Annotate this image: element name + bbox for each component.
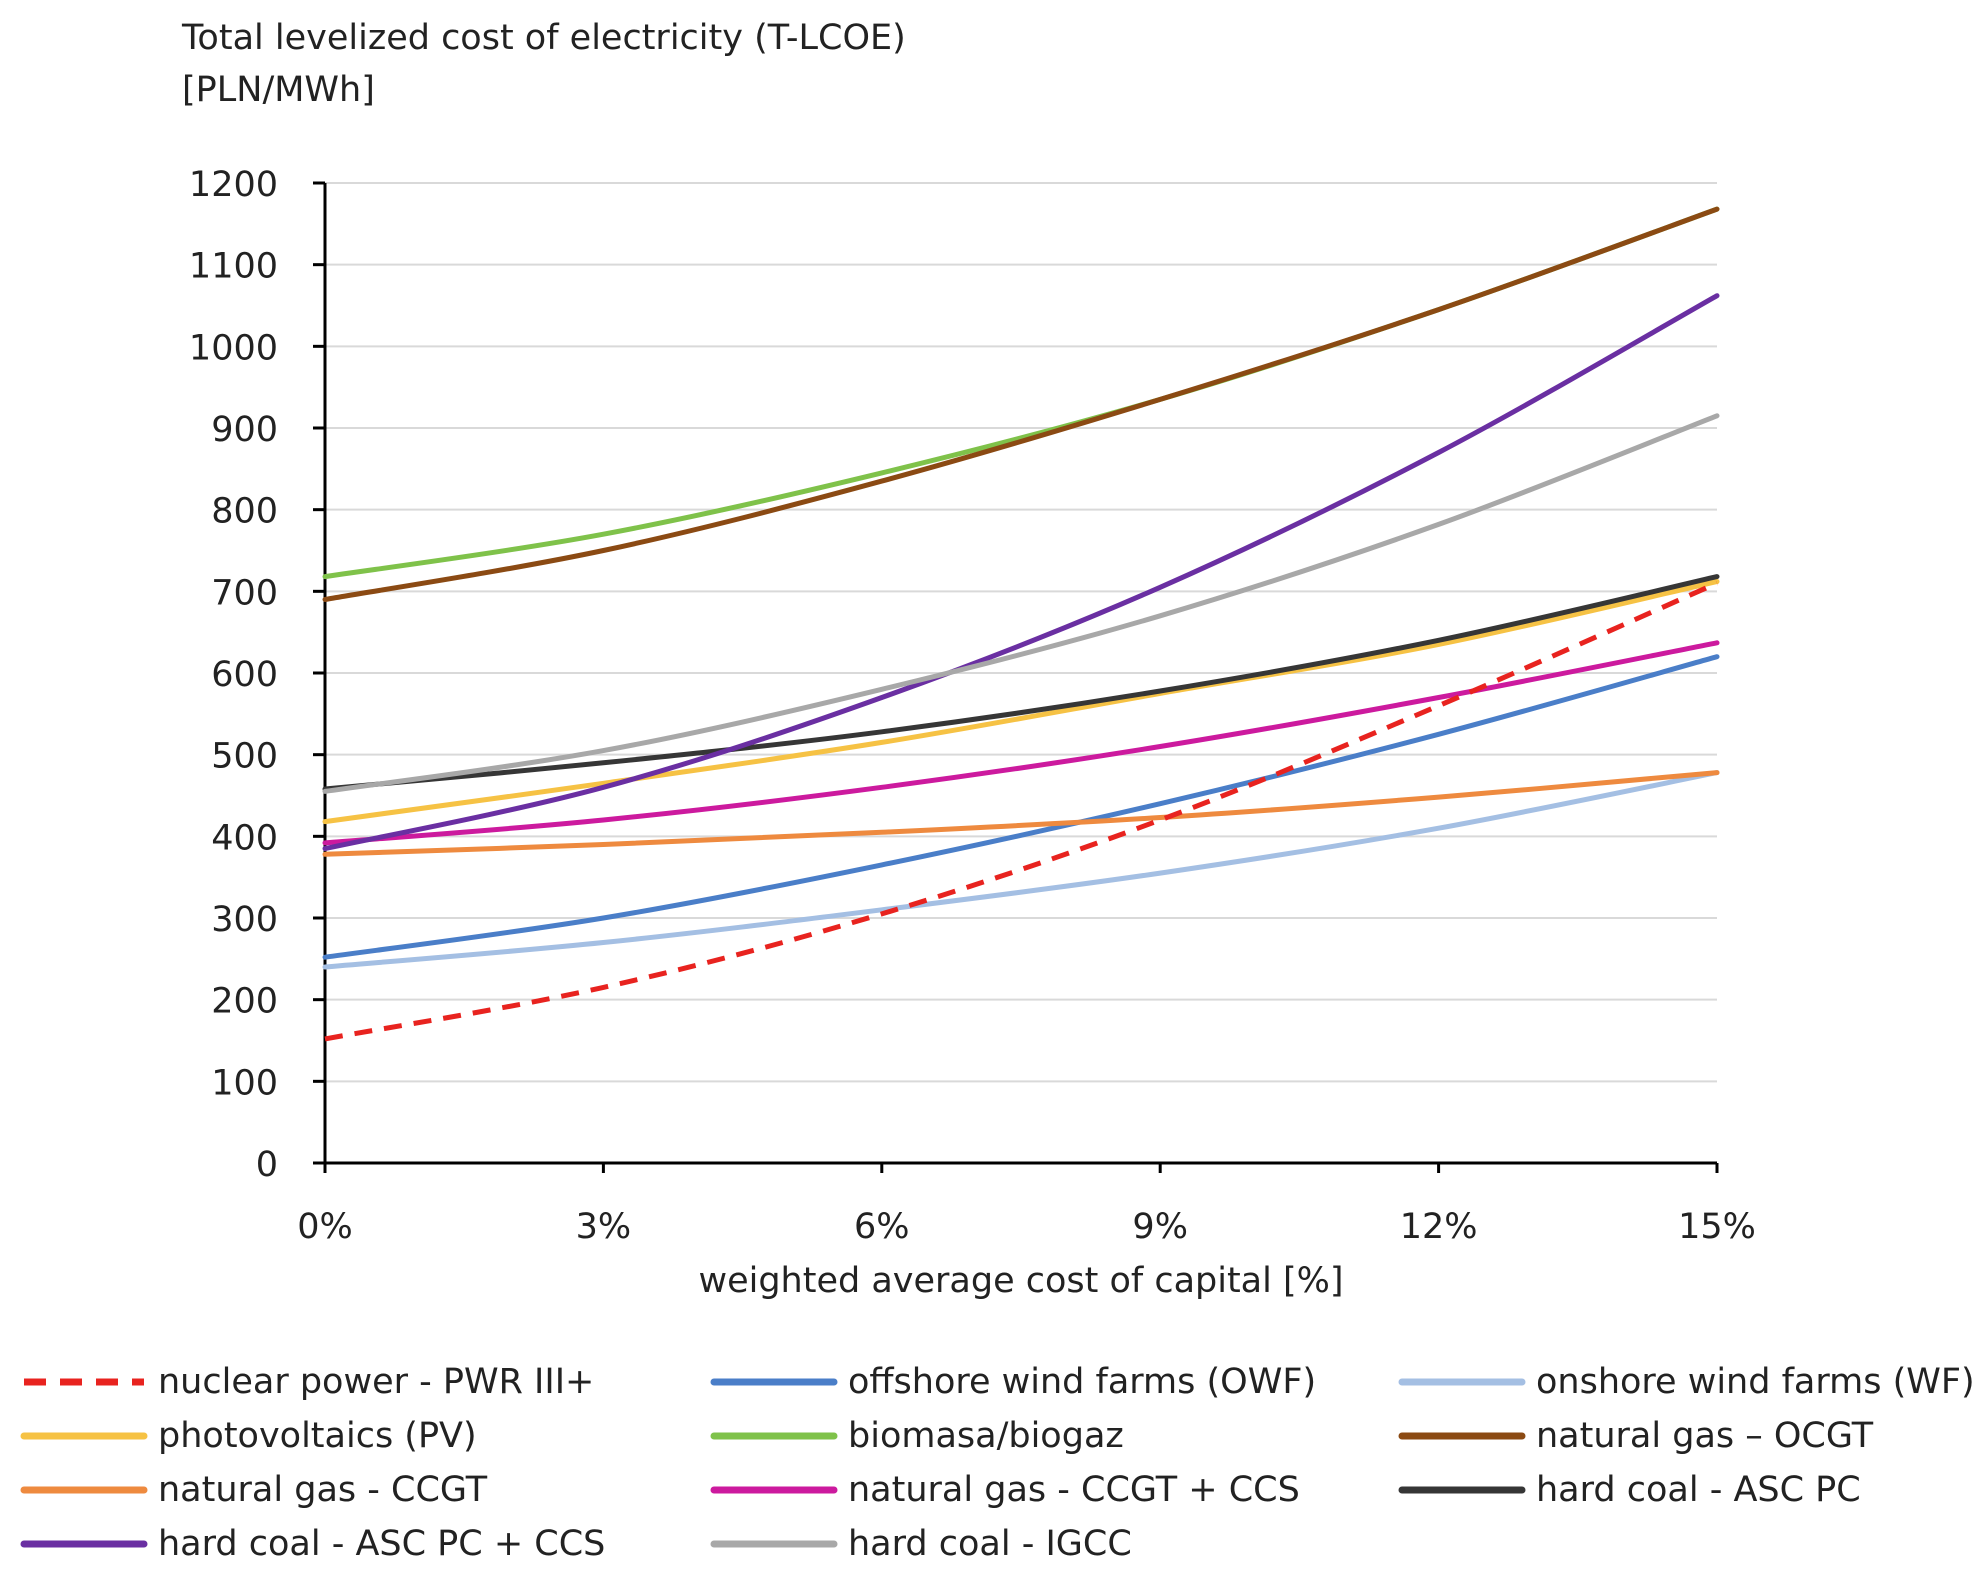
legend-label: hard coal - ASC PC + CCS — [158, 1524, 606, 1564]
legend-label: onshore wind farms (WF) — [1536, 1362, 1975, 1402]
y-tick-label: 1000 — [189, 328, 278, 368]
legend-label: hard coal - ASC PC — [1536, 1470, 1861, 1510]
x-tick-label: 12% — [1400, 1207, 1478, 1247]
y-axis-title-line-2: [PLN/MWh] — [182, 70, 375, 110]
x-tick-label: 3% — [576, 1207, 632, 1247]
legend-label: natural gas - CCGT + CCS — [848, 1470, 1300, 1510]
legend-item: onshore wind farms (WF) — [1398, 1355, 1975, 1409]
legend-item: photovoltaics (PV) — [20, 1409, 477, 1463]
legend-swatch — [20, 1432, 148, 1440]
legend-item: hard coal - ASC PC + CCS — [20, 1517, 605, 1571]
y-axis-title-line-1: Total levelized cost of electricity (T-L… — [182, 18, 906, 58]
legend-label: natural gas - CCGT — [158, 1470, 488, 1510]
legend-swatch — [710, 1378, 838, 1386]
x-tick-label: 9% — [1132, 1207, 1188, 1247]
legend-item: natural gas – OCGT — [1398, 1409, 1873, 1463]
legend: nuclear power - PWR III+ offshore wind fa… — [20, 1355, 1975, 1575]
legend-swatch — [710, 1432, 838, 1440]
legend-label: offshore wind farms (OWF) — [848, 1362, 1317, 1402]
legend-swatch — [1398, 1432, 1526, 1440]
legend-swatch — [710, 1486, 838, 1494]
series-line-hard-coal-igcc — [322, 413, 1720, 794]
y-tick-label: 1100 — [189, 247, 278, 287]
legend-swatch — [20, 1540, 148, 1548]
legend-label: photovoltaics (PV) — [158, 1416, 477, 1456]
legend-swatch — [1398, 1378, 1526, 1386]
series-line-photovoltaics-pv — [322, 579, 1720, 825]
y-tick-label: 800 — [211, 492, 278, 532]
legend-label: hard coal - IGCC — [848, 1524, 1132, 1564]
y-tick-label: 200 — [211, 982, 278, 1022]
legend-swatch — [20, 1486, 148, 1494]
series-line-natural-gas-ocgt — [322, 206, 1720, 602]
series-line-natural-gas-ccgt — [322, 770, 1720, 857]
legend-item: natural gas - CCGT — [20, 1463, 487, 1517]
legend-item: offshore wind farms (OWF) — [710, 1355, 1316, 1409]
y-tick-label: 900 — [211, 410, 278, 450]
y-tick-label: 600 — [211, 655, 278, 695]
y-tick-label: 300 — [211, 900, 278, 940]
legend-swatch — [24, 1378, 144, 1386]
x-tick-label: 6% — [854, 1207, 910, 1247]
y-tick-label: 0 — [256, 1145, 278, 1185]
legend-swatch — [1398, 1486, 1526, 1494]
legend-item: hard coal - ASC PC — [1398, 1463, 1861, 1517]
series-line-onshore-wind-farms-wf — [322, 770, 1720, 970]
x-tick-label: 0% — [297, 1207, 353, 1247]
legend-swatch — [710, 1540, 838, 1548]
series-line-hard-coal-asc-pc-ccs — [322, 293, 1720, 852]
legend-item: natural gas - CCGT + CCS — [710, 1463, 1300, 1517]
y-tick-label: 400 — [211, 818, 278, 858]
legend-item: biomasa/biogaz — [710, 1409, 1124, 1463]
x-tick-label: 15% — [1678, 1207, 1756, 1247]
y-tick-label: 700 — [211, 573, 278, 613]
legend-label: natural gas – OCGT — [1536, 1416, 1874, 1456]
series-line-nuclear-power-pwr-iii — [324, 580, 1719, 1042]
legend-item: nuclear power - PWR III+ — [20, 1355, 594, 1409]
legend-label: biomasa/biogaz — [848, 1416, 1124, 1456]
x-axis-title: weighted average cost of capital [%] — [698, 1261, 1343, 1301]
series-line-hard-coal-asc-pc — [322, 574, 1720, 792]
legend-label: nuclear power - PWR III+ — [158, 1362, 595, 1402]
y-tick-label: 500 — [211, 737, 278, 777]
y-tick-label: 100 — [211, 1063, 278, 1103]
legend-item: hard coal - IGCC — [710, 1517, 1132, 1571]
y-tick-label: 1200 — [189, 165, 278, 205]
series-line-offshore-wind-farms-owf — [322, 654, 1720, 960]
